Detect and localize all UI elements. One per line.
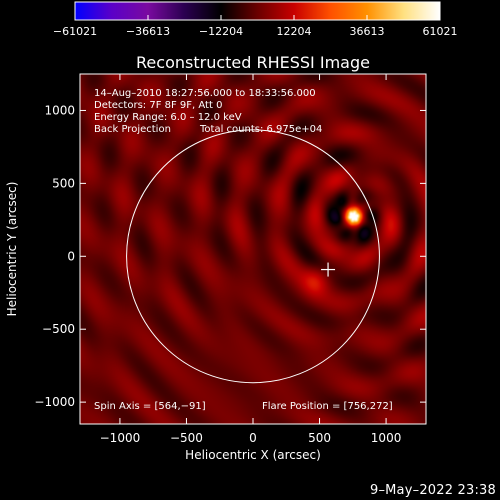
y-tick-label: 500 bbox=[52, 176, 75, 190]
colorbar-tick-label: 36613 bbox=[350, 25, 385, 38]
info-annotations: 14–Aug–2010 18:27:56.000 to 18:33:56.000… bbox=[94, 88, 393, 412]
colorbar-tick-label: 12204 bbox=[276, 25, 311, 38]
y-axis-ticks: −1000 −500 0 500 1000 bbox=[34, 103, 426, 409]
x-tick-label: −500 bbox=[170, 431, 203, 445]
plot-area bbox=[79, 73, 427, 425]
y-tick-label: −1000 bbox=[34, 395, 75, 409]
colorbar-tick-label: −12204 bbox=[199, 25, 243, 38]
y-tick-label: 1000 bbox=[44, 103, 75, 117]
x-tick-label: −1000 bbox=[100, 431, 141, 445]
spin-axis-marker bbox=[321, 262, 336, 277]
annotation-energy: Energy Range: 6.0 – 12.0 keV bbox=[94, 112, 242, 123]
y-axis-label: Heliocentric Y (arcsec) bbox=[5, 182, 19, 317]
chart-title: Reconstructed RHESSI Image bbox=[136, 53, 370, 72]
colorbar-ticks: −61021 −36613 −12204 12204 36613 61021 bbox=[53, 15, 458, 38]
colorbar-tick-label: −36613 bbox=[126, 25, 170, 38]
colorbar-tick-label: 61021 bbox=[423, 25, 458, 38]
annotation-time: 14–Aug–2010 18:27:56.000 to 18:33:56.000 bbox=[94, 88, 316, 99]
flare-position-label: Flare Position = [756,272] bbox=[262, 401, 393, 412]
spin-axis-label: Spin Axis = [564,−91] bbox=[94, 401, 206, 412]
annotation-total-counts: Total counts: 6.975e+04 bbox=[199, 124, 322, 135]
footer-date: 9–May–2022 23:38 bbox=[369, 483, 496, 498]
x-axis-label: Heliocentric X (arcsec) bbox=[185, 448, 321, 462]
x-tick-label: 1000 bbox=[371, 431, 402, 445]
y-tick-label: −500 bbox=[42, 322, 75, 336]
y-tick-label: 0 bbox=[67, 249, 75, 263]
x-tick-label: 0 bbox=[249, 431, 257, 445]
solar-limb-circle bbox=[126, 129, 380, 384]
colorbar: −61021 −36613 −12204 12204 36613 61021 bbox=[53, 1, 458, 38]
colorbar-tick-label: −61021 bbox=[53, 25, 97, 38]
annotation-method: Back Projection bbox=[94, 124, 171, 135]
colorbar-bar bbox=[74, 1, 441, 21]
x-tick-label: 500 bbox=[308, 431, 331, 445]
x-axis-ticks: −1000 −500 0 500 1000 bbox=[100, 74, 402, 445]
annotation-detectors: Detectors: 7F 8F 9F, Att 0 bbox=[94, 100, 222, 111]
